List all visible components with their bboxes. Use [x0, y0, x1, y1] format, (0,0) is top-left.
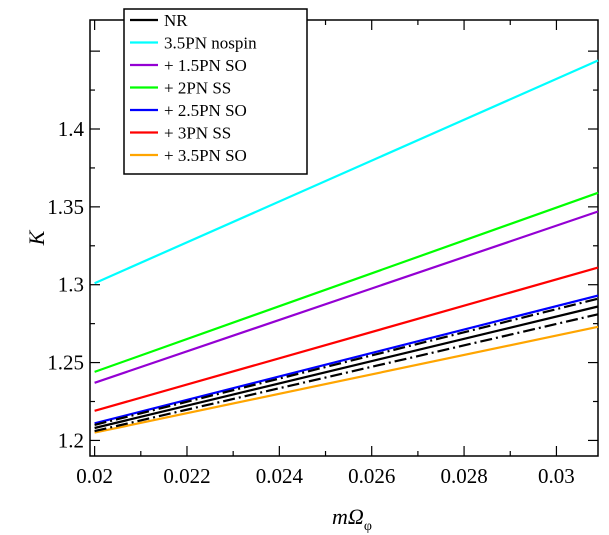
y-tick-label: 1.4	[58, 117, 85, 141]
y-axis-ticks: 1.2 1.25 1.3 1.35 1.4	[47, 50, 598, 452]
legend-label: + 1.5PN SO	[164, 56, 247, 75]
x-tick-label: 0.02	[76, 464, 113, 488]
legend-label: 3.5PN nospin	[164, 34, 257, 53]
y-axis-title: K	[24, 229, 49, 246]
legend: NR 3.5PN nospin + 1.5PN SO + 2PN SS + 2.5PN …	[123, 8, 308, 175]
series-lines	[94, 59, 599, 434]
y-tick-label: 1.3	[58, 273, 84, 297]
x-axis-title-subscript: φ	[364, 519, 372, 534]
x-tick-label: 0.022	[163, 464, 210, 488]
x-axis-title-main: mΩ	[332, 504, 364, 529]
series-line-5	[94, 266, 599, 412]
series-line-4	[94, 294, 599, 425]
series-line-8	[94, 313, 599, 433]
series-line-6	[94, 325, 599, 434]
x-tick-label: 0.028	[440, 464, 487, 488]
y-tick-label: 1.35	[47, 195, 84, 219]
series-line-1	[94, 59, 599, 285]
x-tick-label: 0.03	[538, 464, 575, 488]
series-line-0	[94, 305, 599, 430]
x-axis-title: mΩφ	[332, 504, 372, 534]
x-tick-label: 0.026	[348, 464, 395, 488]
legend-label: + 2PN SS	[164, 79, 231, 98]
series-line-3	[94, 191, 599, 373]
x-tick-label: 0.024	[256, 464, 304, 488]
legend-box	[123, 8, 308, 175]
legend-label: NR	[164, 11, 188, 30]
x-axis-ticks: 0.02 0.022 0.024 0.026 0.028 0.03	[76, 20, 575, 488]
legend-label: + 3.5PN SO	[164, 146, 247, 165]
y-tick-label: 1.2	[58, 428, 84, 452]
y-tick-label: 1.25	[47, 351, 84, 375]
series-line-7	[94, 297, 599, 426]
plot-frame	[89, 19, 599, 457]
series-line-2	[94, 210, 599, 384]
legend-label: + 2.5PN SO	[164, 101, 247, 120]
legend-label: + 3PN SS	[164, 124, 231, 143]
